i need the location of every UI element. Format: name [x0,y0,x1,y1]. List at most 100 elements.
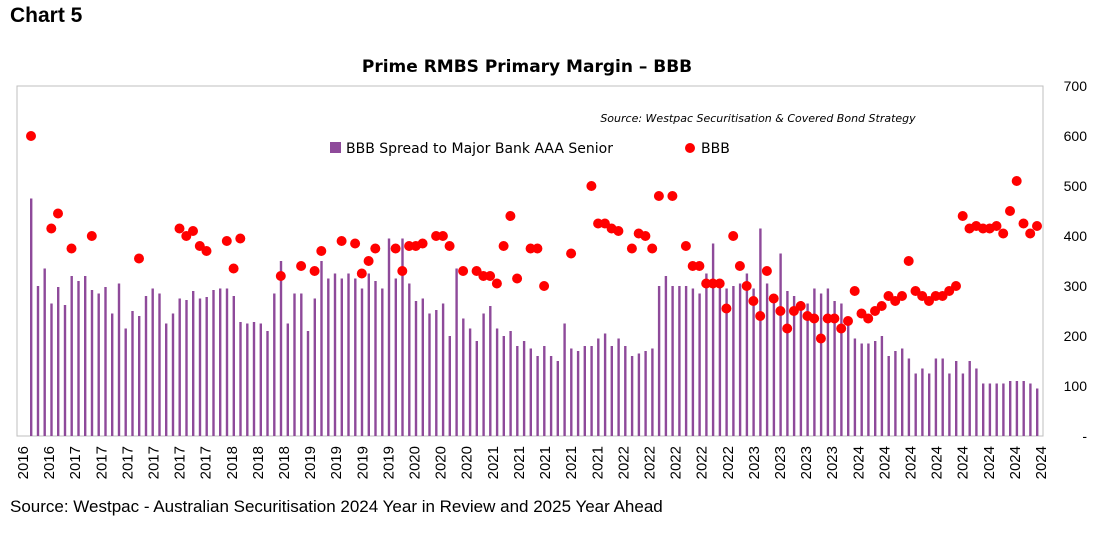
x-tick-label: 2024 [1007,446,1024,479]
bar [252,322,256,436]
x-tick-label: 2022 [668,446,685,479]
x-tick-label: 2020 [407,446,424,479]
x-tick-label: 2021 [563,446,580,479]
bar [97,293,100,436]
bar [597,338,600,436]
bar [333,273,337,436]
bar [698,293,701,436]
bar [489,306,492,436]
bar [70,276,73,436]
dot [728,231,739,241]
bar [934,358,938,436]
bar [549,356,553,436]
bar [1015,381,1019,436]
bar [887,356,890,436]
bar [165,323,168,436]
bar [367,273,370,436]
dot [863,313,874,324]
bar [259,323,262,436]
bar [475,341,478,436]
x-tick-label: 2021 [485,446,502,479]
bar [576,351,580,436]
bar [354,278,357,436]
bars-group [30,198,1039,436]
bar [826,288,830,436]
dot [1011,176,1022,186]
bar [968,361,971,436]
bar [185,300,188,436]
dot [782,323,793,334]
dot [437,231,448,241]
dot [275,271,286,281]
bar [381,288,384,436]
bar [327,278,330,436]
bar [732,286,735,436]
bar [711,243,715,436]
x-tick-label: 2018 [250,446,267,479]
dot [397,266,408,276]
bar [63,305,67,436]
bar [725,288,728,436]
bar [901,348,904,436]
bar [138,316,141,436]
bar [988,383,992,436]
x-tick-label: 2019 [302,446,319,479]
bar [104,287,107,436]
bar [664,276,668,436]
bar [212,290,215,436]
dot [485,271,496,281]
x-tick-label: 2018 [276,446,293,479]
bar [192,291,195,436]
bar [300,293,303,436]
legend-dot-label: BBB [701,141,730,157]
dot [626,243,637,254]
bar [651,348,654,436]
dot [741,281,752,291]
bar [570,348,573,436]
dot [640,231,651,241]
bar [50,303,53,436]
bar [603,333,607,436]
x-tick-label: 2024 [903,446,920,479]
bar [583,346,586,436]
dot [46,223,57,234]
dot [188,226,198,236]
bar [239,322,242,436]
dot [647,243,658,254]
bar [671,286,674,436]
bar [941,358,944,436]
bar [975,368,978,436]
bar [387,238,391,436]
y-tick-label: - [1082,428,1087,444]
bar [644,351,647,436]
dot [174,223,185,234]
dot [417,238,428,249]
x-tick-label: 2017 [146,446,163,479]
dot [694,261,705,271]
bar [144,296,148,436]
bar [57,287,60,436]
bar [441,303,445,436]
bar [1029,383,1032,436]
bar [536,356,539,436]
y-tick-label: 200 [1064,328,1088,344]
dot [991,221,1002,231]
footer-source: Source: Westpac - Australian Securitisat… [10,497,663,516]
bar [462,318,465,436]
bar [286,323,289,436]
x-tick-label: 2018 [224,446,241,479]
bar [246,323,249,436]
dot [1005,206,1015,216]
x-tick-label: 2020 [459,446,476,479]
bar [759,228,762,436]
x-tick-label: 2023 [772,446,789,479]
bar [657,286,661,436]
y-tick-label: 400 [1064,228,1088,244]
dot [761,266,772,276]
bar [691,288,695,436]
x-tick-label: 2022 [615,446,632,479]
x-tick-label: 2019 [380,446,397,479]
x-tick-label: 2016 [15,446,32,479]
legend-bar-label: BBB Spread to Major Bank AAA Senior [346,141,613,157]
bar [408,283,411,436]
